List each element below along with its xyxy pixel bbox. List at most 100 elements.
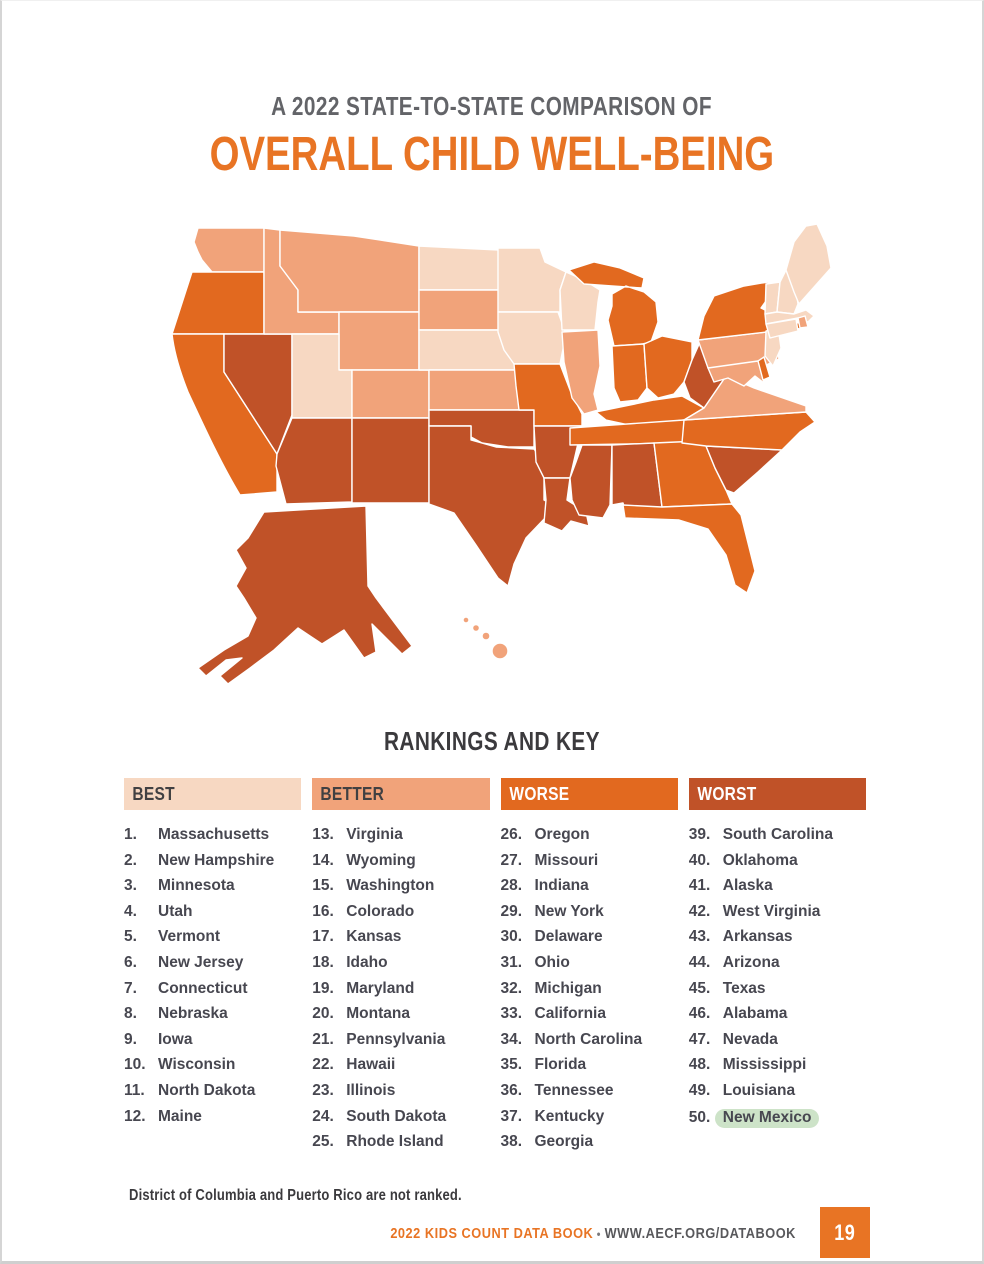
ranking-number: 32. bbox=[500, 979, 523, 997]
ranking-number: 38. bbox=[500, 1133, 523, 1151]
ranking-item: 48. Mississippi bbox=[689, 1057, 866, 1073]
ranking-state-name: Delaware bbox=[534, 928, 603, 946]
rankings-lists: 1. Massachusetts 2. New Hampshire 3. Min… bbox=[124, 827, 866, 1160]
ranking-state-name: Michigan bbox=[534, 979, 602, 997]
ranking-number: 34. bbox=[500, 1030, 523, 1048]
ranking-state-name: New York bbox=[534, 902, 604, 920]
ranking-number: 26. bbox=[500, 826, 523, 843]
ranking-number: 15. bbox=[312, 877, 334, 895]
key-bar-better: BETTER bbox=[312, 778, 490, 810]
state-SD bbox=[418, 289, 505, 331]
ranking-number: 48. bbox=[688, 1056, 711, 1074]
section-heading-line: RANKINGS AND KEY bbox=[2, 726, 982, 757]
ranking-column-worse: 26. Oregon 27. Missouri 28. Indiana 29. … bbox=[501, 827, 678, 1160]
ranking-number: 36. bbox=[500, 1081, 523, 1099]
state-WY bbox=[338, 311, 420, 371]
ranking-state-name: Virginia bbox=[346, 826, 403, 843]
ranking-item: 26. Oregon bbox=[501, 827, 678, 843]
ranking-state-name: Iowa bbox=[158, 1030, 193, 1048]
ranking-number: 28. bbox=[500, 877, 523, 895]
ranking-number: 8. bbox=[124, 1005, 137, 1023]
ranking-state-name: Arizona bbox=[722, 953, 780, 971]
state-AZ bbox=[275, 417, 353, 505]
ranking-item: 21. Pennsylvania bbox=[312, 1031, 489, 1048]
ranking-state-name: Minnesota bbox=[158, 877, 235, 895]
ranking-item: 30. Delaware bbox=[501, 929, 678, 945]
ranking-item: 42. West Virginia bbox=[689, 902, 866, 920]
ranking-number: 12. bbox=[124, 1107, 146, 1125]
ranking-item: 47. Nevada bbox=[689, 1031, 866, 1048]
ranking-state-name: Louisiana bbox=[722, 1081, 796, 1099]
eyebrow-text: A 2022 STATE-TO-STATE COMPARISON OF bbox=[271, 91, 713, 121]
ranking-item: 9. Iowa bbox=[124, 1030, 301, 1048]
key-label-better: BETTER bbox=[320, 783, 385, 804]
state-CT bbox=[765, 318, 799, 339]
ranking-state-name: Alaska bbox=[722, 877, 773, 895]
ranking-number: 16. bbox=[312, 902, 334, 920]
ranking-state-name: Maine bbox=[158, 1107, 202, 1125]
ranking-number: 49. bbox=[688, 1081, 711, 1099]
ranking-number: 17. bbox=[312, 928, 334, 946]
ranking-state-name: Vermont bbox=[158, 928, 221, 946]
ranking-item: 16. Colorado bbox=[312, 902, 489, 920]
ranking-number: 46. bbox=[688, 1005, 711, 1023]
ranking-number: 13. bbox=[312, 826, 334, 843]
ranking-state-name: New Mexico bbox=[714, 1108, 820, 1128]
ranking-number: 20. bbox=[312, 1005, 334, 1023]
state-IL bbox=[561, 329, 601, 415]
state-MN bbox=[497, 247, 567, 313]
rankings-key: BEST BETTER WORSE WORST bbox=[124, 778, 866, 810]
ranking-number: 7. bbox=[124, 979, 137, 997]
ranking-item: 15. Washington bbox=[312, 878, 489, 894]
ranking-item: 18. Idaho bbox=[312, 953, 489, 971]
ranking-item: 22. Hawaii bbox=[312, 1057, 489, 1073]
ranking-state-name: California bbox=[534, 1005, 606, 1023]
ranking-item: 12. Maine bbox=[124, 1107, 301, 1125]
ranking-number: 37. bbox=[500, 1107, 523, 1125]
ranking-state-name: Wyoming bbox=[346, 851, 416, 869]
ranking-item: 43. Arkansas bbox=[689, 929, 866, 945]
ranking-number: 43. bbox=[688, 928, 711, 946]
ranking-state-name: Maryland bbox=[346, 979, 415, 997]
ranking-number: 39. bbox=[688, 826, 711, 843]
ranking-number: 2. bbox=[124, 851, 137, 869]
ranking-number: 33. bbox=[500, 1005, 523, 1023]
state-ND bbox=[418, 245, 500, 291]
page-number-badge: 19 bbox=[820, 1207, 870, 1258]
ranking-item: 40. Oklahoma bbox=[689, 851, 866, 869]
ranking-number: 5. bbox=[124, 928, 137, 946]
ranking-number: 24. bbox=[312, 1107, 334, 1125]
ranking-item: 13. Virginia bbox=[312, 827, 489, 843]
ranking-state-name: Oklahoma bbox=[722, 851, 798, 869]
ranking-item: 1. Massachusetts bbox=[124, 827, 301, 843]
state-WA bbox=[193, 227, 265, 273]
ranking-state-name: Massachusetts bbox=[158, 826, 270, 843]
ranking-number: 41. bbox=[688, 877, 711, 895]
ranking-state-name: South Carolina bbox=[722, 826, 833, 843]
state-DE bbox=[757, 356, 771, 381]
ranking-item: 27. Missouri bbox=[501, 852, 678, 869]
ranking-state-name: Idaho bbox=[346, 953, 388, 971]
state-CA bbox=[171, 333, 278, 496]
ranking-item: 20. Montana bbox=[312, 1006, 489, 1022]
ranking-item: 38. Georgia bbox=[501, 1134, 678, 1150]
state-KS bbox=[428, 369, 520, 411]
ranking-item: 4. Utah bbox=[124, 902, 301, 920]
ranking-state-name: Nebraska bbox=[158, 1005, 228, 1023]
state-FL bbox=[622, 503, 756, 594]
ranking-item: 3. Minnesota bbox=[124, 878, 301, 894]
ranking-state-name: Mississippi bbox=[722, 1056, 807, 1074]
ranking-state-name: Indiana bbox=[534, 877, 589, 895]
ranking-item: 19. Maryland bbox=[312, 979, 489, 997]
state-IA bbox=[497, 311, 567, 365]
ranking-number: 22. bbox=[312, 1056, 334, 1074]
ranking-item: 45. Texas bbox=[689, 980, 866, 997]
ranking-state-name: New Hampshire bbox=[158, 851, 275, 869]
ranking-state-name: Kentucky bbox=[534, 1107, 605, 1125]
ranking-state-name: Utah bbox=[158, 902, 193, 920]
ranking-state-name: Alabama bbox=[722, 1005, 788, 1023]
key-label-best: BEST bbox=[132, 783, 175, 804]
ranking-item: 28. Indiana bbox=[501, 878, 678, 894]
ranking-number: 19. bbox=[312, 979, 334, 997]
ranking-state-name: West Virginia bbox=[722, 902, 821, 920]
